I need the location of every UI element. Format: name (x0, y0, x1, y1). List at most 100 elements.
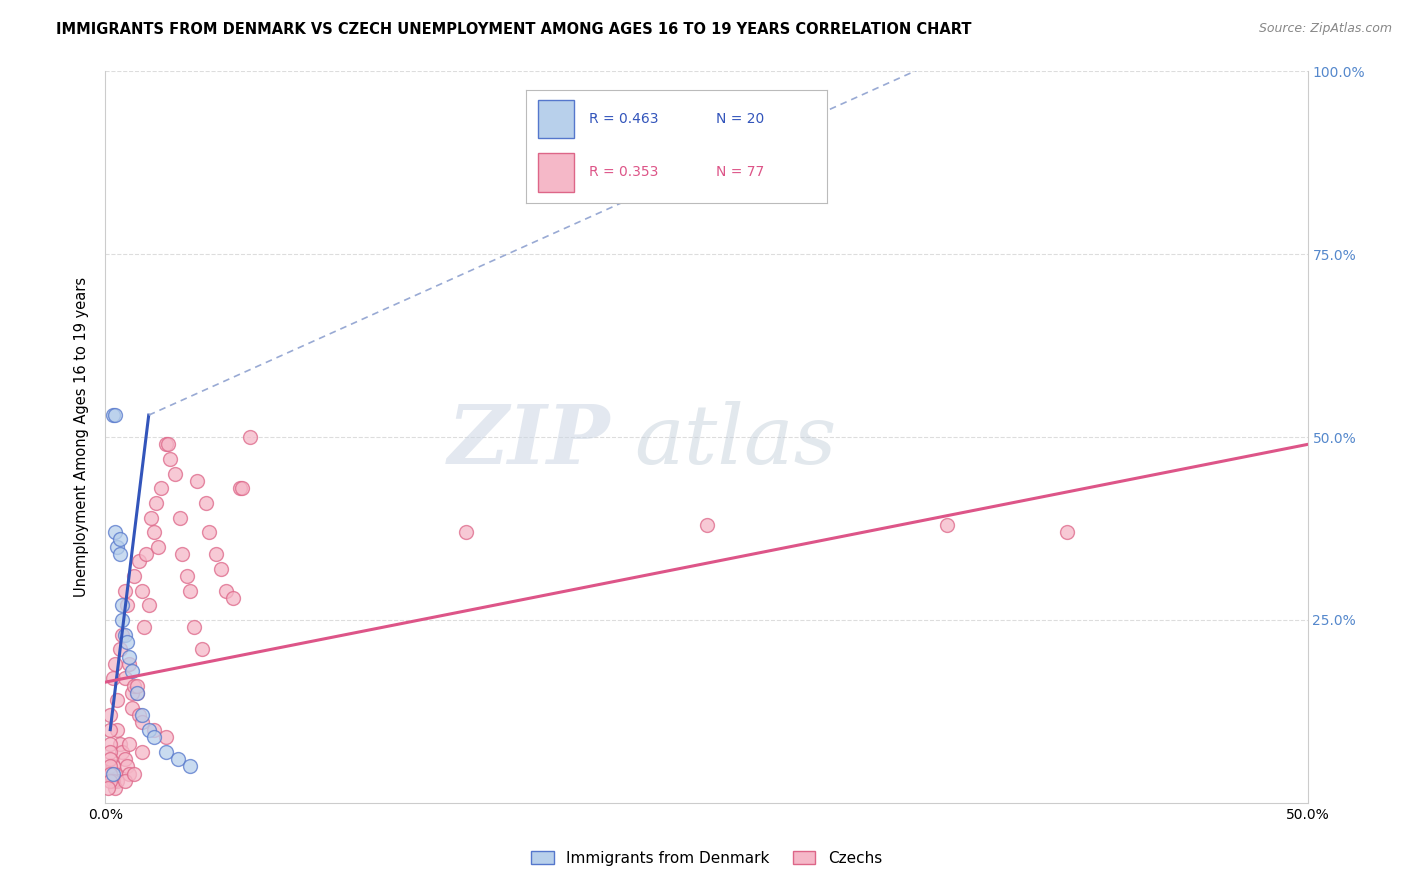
Point (198, 525, 221, 540)
Point (125, 686, 148, 700)
Point (125, 686, 148, 700)
Point (108, 547, 131, 561)
Point (148, 540, 170, 554)
Point (114, 752, 136, 766)
Point (98, 723, 121, 737)
Point (186, 474, 208, 488)
Point (107, 540, 129, 554)
Point (155, 730, 177, 744)
Point (169, 510, 191, 524)
Point (149, 481, 172, 495)
Point (135, 547, 157, 561)
Point (1056, 525, 1078, 540)
Point (104, 525, 127, 540)
Point (131, 708, 153, 723)
Point (101, 773, 124, 788)
Point (142, 730, 165, 744)
Point (115, 635, 138, 649)
Point (104, 408, 127, 422)
Point (114, 583, 136, 598)
Point (138, 599, 160, 613)
Point (166, 752, 188, 766)
Point (98, 759, 121, 773)
Point (107, 693, 129, 707)
Point (121, 700, 143, 714)
Point (696, 517, 718, 532)
Point (98, 745, 121, 759)
Point (131, 745, 153, 759)
Point (139, 510, 162, 524)
Point (114, 672, 136, 686)
Point (124, 766, 146, 780)
Point (454, 525, 477, 540)
Point (108, 642, 131, 657)
Point (155, 437, 177, 451)
Point (98, 708, 121, 723)
Point (118, 657, 141, 671)
Point (209, 562, 232, 576)
Point (124, 679, 146, 693)
Point (121, 664, 143, 678)
Point (115, 759, 138, 773)
Point (125, 679, 148, 693)
Point (172, 547, 194, 561)
Point (97, 781, 120, 796)
Point (190, 642, 212, 657)
Point (98, 766, 121, 780)
Text: IMMIGRANTS FROM DENMARK VS CZECH UNEMPLOYMENT AMONG AGES 16 TO 19 YEARS CORRELAT: IMMIGRANTS FROM DENMARK VS CZECH UNEMPLO… (56, 22, 972, 37)
Point (239, 430, 262, 444)
Point (118, 766, 141, 780)
Point (118, 649, 141, 664)
Point (114, 627, 136, 641)
Point (183, 620, 205, 634)
Point (104, 766, 127, 780)
Point (101, 672, 124, 686)
Point (98, 737, 121, 751)
Point (229, 481, 252, 495)
Point (138, 723, 160, 737)
Point (131, 715, 153, 730)
Point (114, 773, 136, 788)
Point (205, 547, 228, 561)
Point (118, 737, 141, 751)
Point (132, 620, 155, 634)
Text: ZIP: ZIP (447, 401, 610, 481)
Point (111, 627, 134, 641)
Point (128, 554, 150, 568)
Point (115, 599, 138, 613)
Point (179, 583, 201, 598)
Point (98, 773, 121, 788)
Point (101, 759, 124, 773)
Point (108, 533, 131, 547)
Point (124, 569, 146, 583)
Point (142, 525, 165, 540)
Point (222, 591, 245, 605)
Legend: Immigrants from Denmark, Czechs: Immigrants from Denmark, Czechs (524, 845, 889, 872)
Point (101, 408, 124, 422)
Point (108, 737, 131, 751)
Point (142, 723, 165, 737)
Point (936, 517, 959, 532)
Point (111, 745, 134, 759)
Point (111, 599, 134, 613)
Text: atlas: atlas (634, 401, 837, 481)
Point (159, 452, 181, 467)
Point (179, 759, 201, 773)
Point (145, 496, 167, 510)
Point (231, 481, 253, 495)
Point (121, 686, 143, 700)
Point (165, 467, 187, 481)
Point (131, 583, 153, 598)
Point (101, 766, 124, 780)
Point (104, 657, 127, 671)
Y-axis label: Unemployment Among Ages 16 to 19 years: Unemployment Among Ages 16 to 19 years (75, 277, 90, 597)
Point (107, 723, 129, 737)
Point (156, 437, 179, 451)
Point (111, 613, 134, 627)
Point (104, 781, 127, 796)
Point (155, 745, 177, 759)
Text: Source: ZipAtlas.com: Source: ZipAtlas.com (1258, 22, 1392, 36)
Point (98, 752, 121, 766)
Point (214, 583, 236, 598)
Point (195, 496, 218, 510)
